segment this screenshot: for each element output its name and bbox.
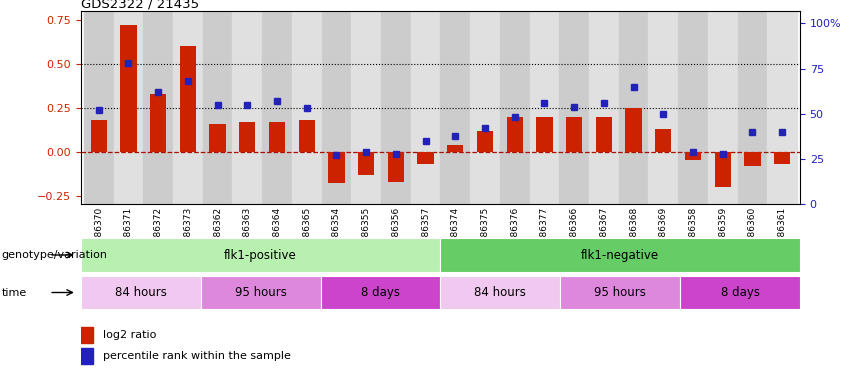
Bar [447,145,464,152]
Bar [715,152,731,187]
Bar [566,117,582,152]
Bar [678,11,708,204]
Bar [299,120,315,152]
Text: log2 ratio: log2 ratio [103,330,156,340]
Bar [81,348,93,364]
Bar [173,11,203,204]
Bar [322,11,351,204]
Bar [150,94,166,152]
Bar [708,11,738,204]
Bar [90,120,107,152]
Bar [536,117,552,152]
Bar [203,11,232,204]
Text: 84 hours: 84 hours [474,286,526,299]
Text: 95 hours: 95 hours [594,286,646,299]
Bar [440,238,800,272]
Bar [648,11,678,204]
Text: GDS2322 / 21435: GDS2322 / 21435 [81,0,199,10]
Text: percentile rank within the sample: percentile rank within the sample [103,351,290,361]
Bar [596,117,612,152]
Text: flk1-positive: flk1-positive [225,249,297,261]
Bar [655,129,671,152]
Bar [239,122,255,152]
Bar [81,327,93,343]
Bar [262,11,292,204]
Text: 8 days: 8 days [721,286,759,299]
Bar [440,276,560,309]
Bar [506,117,523,152]
Bar [738,11,768,204]
Bar [351,11,381,204]
Text: 8 days: 8 days [361,286,400,299]
Bar [470,11,500,204]
Bar [411,11,440,204]
Text: 84 hours: 84 hours [115,286,167,299]
Bar [589,11,619,204]
Bar [774,152,791,164]
Bar [120,25,136,152]
Bar [417,152,434,164]
Bar [559,11,589,204]
Bar [440,11,470,204]
Bar [328,152,345,183]
Bar [745,152,761,166]
Bar [180,46,196,152]
Bar [685,152,701,160]
Bar [529,11,559,204]
Bar [625,108,642,152]
Bar [81,276,201,309]
Bar [477,130,493,152]
Bar [81,238,440,272]
Bar [560,276,680,309]
Bar [143,11,173,204]
Bar [83,11,113,204]
Bar [381,11,411,204]
Bar [232,11,262,204]
Bar [113,11,143,204]
Bar [321,276,440,309]
Bar [680,276,800,309]
Bar [358,152,374,174]
Text: flk1-negative: flk1-negative [581,249,660,261]
Text: genotype/variation: genotype/variation [2,250,108,260]
Bar [201,276,321,309]
Bar [388,152,404,182]
Bar [768,11,797,204]
Bar [500,11,529,204]
Text: time: time [2,288,27,297]
Bar [292,11,322,204]
Text: 95 hours: 95 hours [235,286,287,299]
Bar [269,122,285,152]
Bar [619,11,648,204]
Bar [209,124,226,152]
